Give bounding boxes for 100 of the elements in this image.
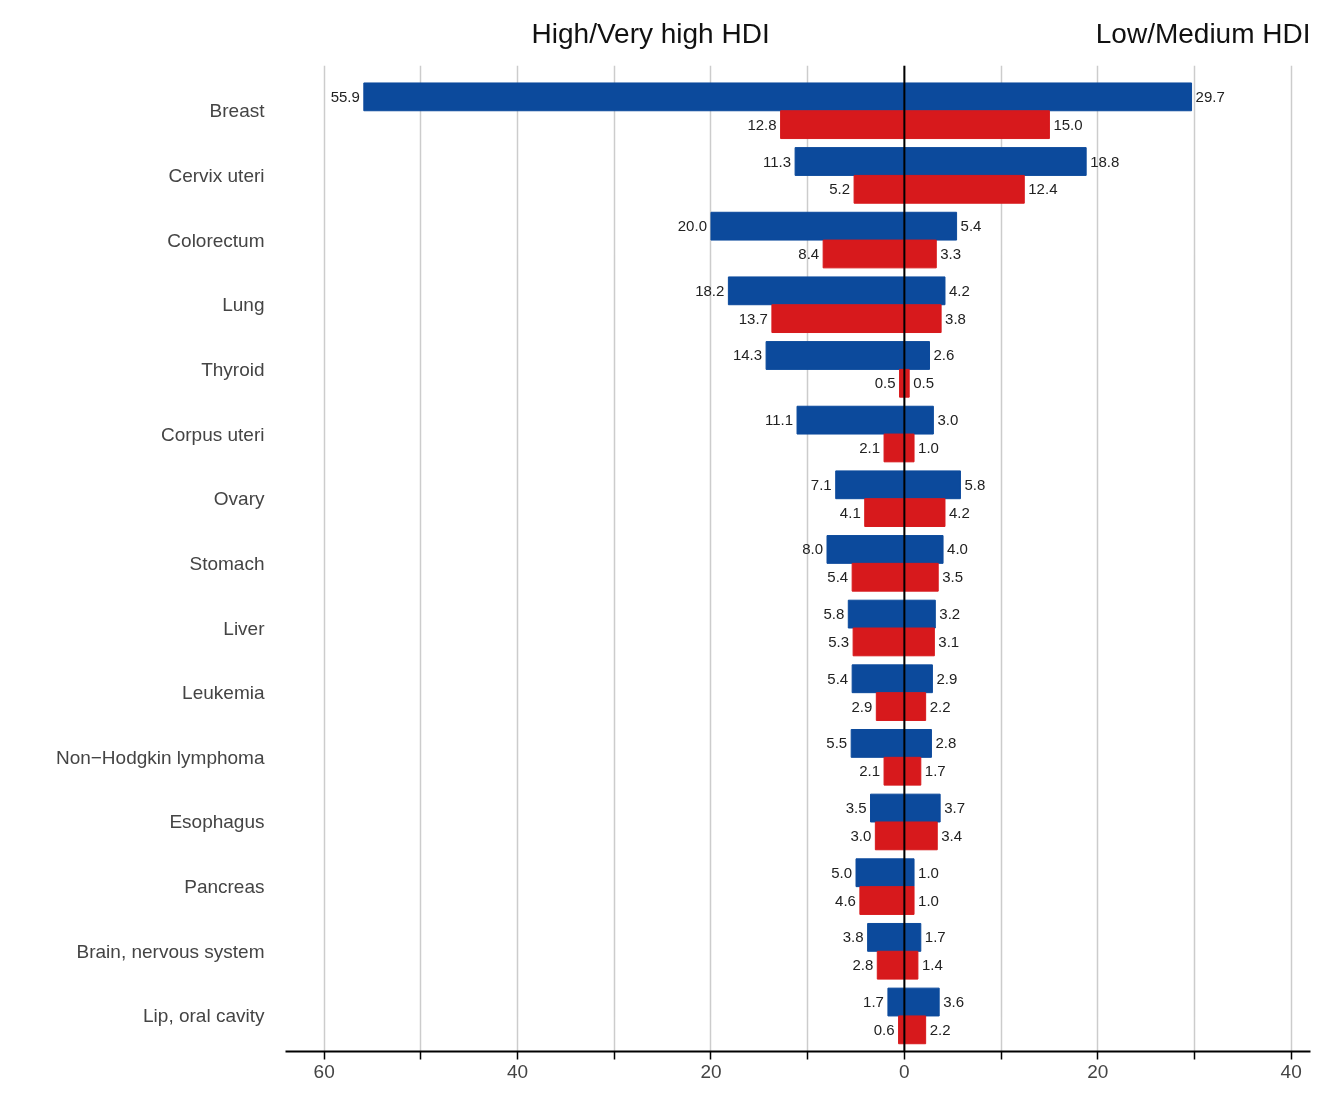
bar <box>710 211 905 241</box>
bar <box>796 405 905 435</box>
data-label: 5.8 <box>823 605 845 623</box>
data-label: 1.7 <box>924 762 946 780</box>
bar <box>903 599 936 629</box>
y-tick-label: Lung <box>222 294 265 316</box>
data-label: 3.8 <box>945 309 966 327</box>
bar <box>903 304 942 334</box>
data-label: 5.4 <box>960 217 982 235</box>
bar <box>835 470 905 500</box>
data-label: 2.9 <box>936 669 958 687</box>
data-label: 3.5 <box>942 568 964 586</box>
x-tick-label: 20 <box>1087 1060 1109 1082</box>
bar <box>903 239 937 269</box>
y-tick-label: Corpus uteri <box>161 423 265 445</box>
data-label: 1.7 <box>924 928 946 946</box>
data-label: 2.2 <box>929 1020 951 1038</box>
data-label: 5.3 <box>828 632 850 650</box>
data-label: 13.7 <box>738 309 768 327</box>
data-label: 8.4 <box>798 244 820 262</box>
data-label: 2.1 <box>859 438 881 456</box>
data-label: 3.1 <box>938 632 960 650</box>
data-label: 4.2 <box>948 281 970 299</box>
bar <box>822 239 905 269</box>
data-label: 11.1 <box>764 411 794 429</box>
data-label: 4.6 <box>835 891 856 909</box>
bar <box>859 886 905 915</box>
bar <box>727 276 905 306</box>
data-label: 3.2 <box>939 605 961 623</box>
data-label: 3.0 <box>850 826 872 844</box>
y-tick-label: Thyroid <box>201 358 265 380</box>
data-label: 11.3 <box>763 152 792 170</box>
bar <box>852 627 905 657</box>
data-label: 5.4 <box>827 669 849 687</box>
data-label: 0.5 <box>874 374 896 392</box>
data-label: 2.9 <box>851 697 873 715</box>
y-tick-label: Brain, nervous system <box>76 940 265 962</box>
bar <box>903 821 938 851</box>
data-label: 5.0 <box>831 863 853 881</box>
bar <box>903 756 922 786</box>
bar <box>847 599 905 629</box>
data-label: 18.2 <box>695 281 725 299</box>
bar <box>853 174 905 204</box>
bar <box>903 562 939 592</box>
data-label: 3.5 <box>845 799 867 817</box>
y-tick-label: Esophagus <box>169 811 265 833</box>
bar <box>903 211 958 241</box>
bar <box>903 276 946 306</box>
bar <box>883 433 905 463</box>
data-label: 3.8 <box>842 928 864 946</box>
bar <box>903 470 961 500</box>
bar <box>903 1015 927 1045</box>
text: Low/Medium HDI <box>1095 18 1311 49</box>
bar <box>771 304 905 334</box>
data-label: 20.0 <box>677 217 707 235</box>
bar <box>874 821 905 851</box>
y-tick-label: Pancreas <box>184 876 265 898</box>
x-tick-label: 20 <box>700 1060 722 1082</box>
data-label: 3.6 <box>943 993 965 1011</box>
bar <box>903 110 1050 140</box>
x-tick-label: 0 <box>899 1060 910 1082</box>
y-tick-label: Stomach <box>189 552 265 574</box>
bar <box>850 729 905 758</box>
y-tick-label: Leukemia <box>182 682 265 704</box>
data-label: 4.0 <box>947 540 968 558</box>
text: High/Very high HDI <box>531 18 770 49</box>
data-label: 18.8 <box>1090 152 1120 170</box>
data-label: 7.1 <box>810 475 832 493</box>
data-label: 3.7 <box>944 799 966 817</box>
data-label: 2.1 <box>859 762 881 780</box>
data-label: 5.5 <box>826 734 848 752</box>
data-label: 14.3 <box>732 346 763 364</box>
data-label: 1.0 <box>918 863 939 881</box>
data-label: 1.7 <box>863 993 884 1011</box>
bar <box>903 729 932 758</box>
bar <box>765 341 905 370</box>
bar <box>876 950 905 980</box>
data-label: 4.1 <box>839 503 861 521</box>
x-tick-label: 40 <box>1280 1060 1302 1082</box>
bar <box>903 692 927 721</box>
data-label: 2.8 <box>852 956 874 974</box>
data-label: 5.4 <box>827 568 849 586</box>
bar <box>851 562 905 592</box>
y-tick-label: Lip, oral cavity <box>143 1005 265 1027</box>
y-tick-label: Colorectum <box>167 229 265 251</box>
data-label: 2.6 <box>933 346 955 364</box>
bar <box>363 82 905 112</box>
data-label: 0.5 <box>913 374 935 392</box>
bar <box>903 535 944 564</box>
bar <box>887 987 905 1017</box>
bar <box>903 950 919 980</box>
bar <box>867 922 905 952</box>
data-label: 0.6 <box>873 1020 895 1038</box>
data-label: 3.3 <box>940 244 962 262</box>
bar <box>903 498 946 527</box>
bar <box>903 341 931 370</box>
bar <box>883 756 905 786</box>
bar <box>826 535 905 564</box>
bar <box>903 405 934 435</box>
bar <box>780 110 905 140</box>
